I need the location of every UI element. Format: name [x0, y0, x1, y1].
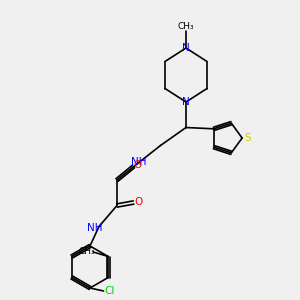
Text: NH: NH [131, 157, 147, 167]
Text: CH₃: CH₃ [78, 248, 95, 256]
Text: N: N [182, 97, 190, 107]
Text: CH₃: CH₃ [178, 22, 194, 31]
Text: S: S [244, 133, 251, 143]
Text: N: N [182, 43, 190, 53]
Text: O: O [133, 160, 141, 170]
Text: NH: NH [87, 223, 102, 233]
Text: Cl: Cl [104, 286, 115, 296]
Text: O: O [135, 197, 143, 208]
